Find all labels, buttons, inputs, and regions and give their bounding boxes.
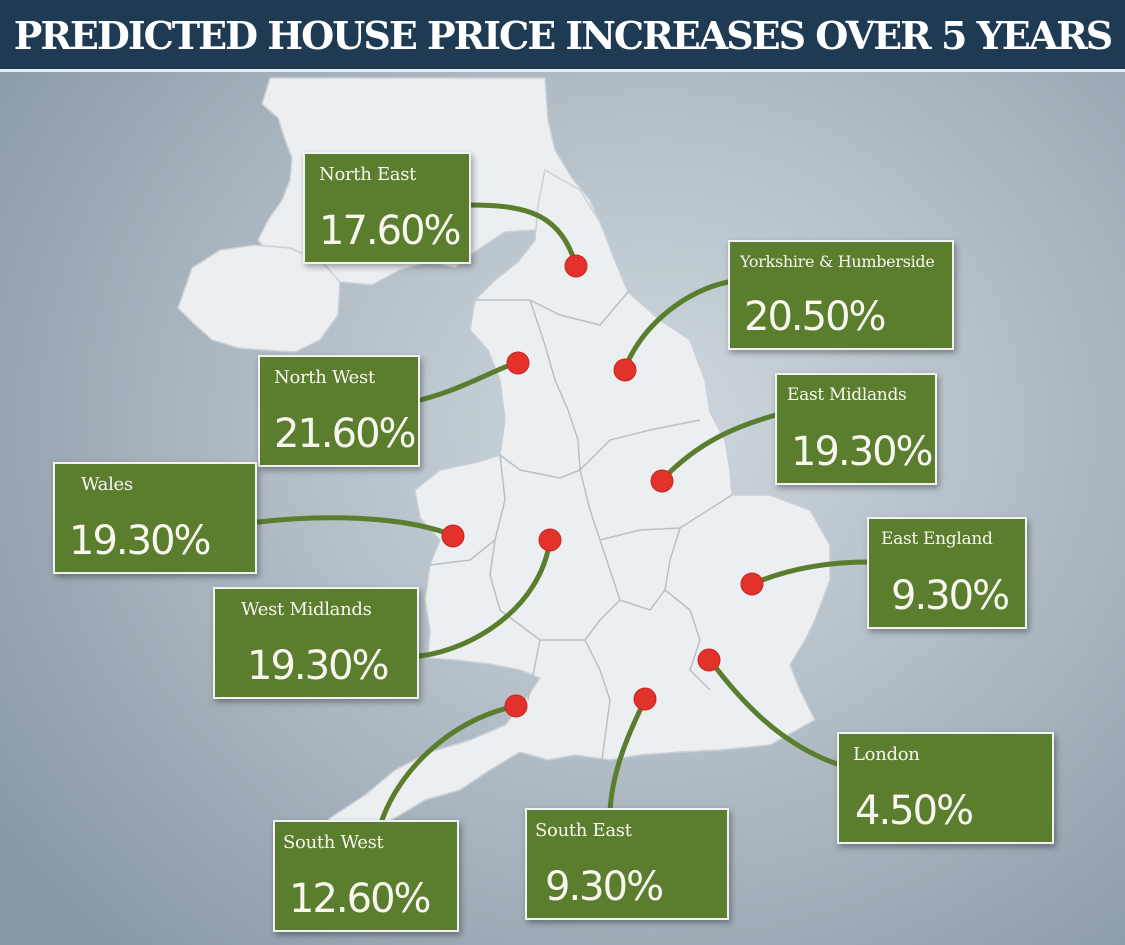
marker-west-midlands bbox=[538, 528, 562, 552]
region-box-north-east: North East 17.60% bbox=[303, 152, 471, 264]
region-markers bbox=[441, 254, 764, 718]
marker-south-west bbox=[504, 694, 528, 718]
northern-ireland-landmass bbox=[177, 244, 341, 353]
region-name: London bbox=[853, 744, 920, 765]
region-box-wales: Wales 19.30% bbox=[53, 462, 257, 574]
region-box-north-west: North West 21.60% bbox=[258, 355, 420, 467]
marker-north-east bbox=[564, 254, 588, 278]
connector-south-west bbox=[379, 703, 519, 823]
region-name: North West bbox=[274, 367, 375, 388]
region-name: East Midlands bbox=[787, 385, 907, 405]
marker-yorkshire-humberside bbox=[613, 358, 637, 382]
marker-east-england bbox=[740, 572, 764, 596]
region-box-west-midlands: West Midlands 19.30% bbox=[213, 587, 419, 699]
connector-wales bbox=[255, 515, 455, 538]
connector-yorkshire bbox=[622, 279, 731, 371]
region-name: South East bbox=[535, 820, 632, 841]
marker-wales bbox=[441, 524, 465, 548]
region-name: South West bbox=[283, 832, 384, 853]
region-name: West Midlands bbox=[241, 599, 372, 620]
region-value: 19.30% bbox=[69, 518, 212, 564]
region-box-east-midlands: East Midlands 19.30% bbox=[775, 373, 937, 485]
marker-north-west bbox=[506, 351, 530, 375]
region-box-south-west: South West 12.60% bbox=[273, 820, 459, 932]
connector-west-midlands bbox=[417, 537, 553, 659]
title-bar: PREDICTED HOUSE PRICE INCREASES OVER 5 Y… bbox=[0, 0, 1125, 72]
region-box-yorkshire-humberside: Yorkshire & Humberside 20.50% bbox=[728, 240, 954, 350]
connector-north-east bbox=[467, 202, 579, 268]
region-name: East England bbox=[881, 529, 993, 549]
region-value: 20.50% bbox=[744, 294, 887, 340]
region-value: 17.60% bbox=[319, 208, 462, 254]
connector-london bbox=[707, 657, 843, 768]
region-borders bbox=[429, 291, 733, 761]
connector-east-midlands bbox=[659, 412, 779, 483]
region-value: 21.60% bbox=[274, 411, 417, 457]
connector-south-east bbox=[607, 697, 648, 815]
marker-south-east bbox=[633, 687, 657, 711]
region-value: 9.30% bbox=[545, 864, 664, 910]
connector-east-england bbox=[749, 559, 871, 587]
marker-london bbox=[697, 648, 721, 672]
region-box-east-england: East England 9.30% bbox=[867, 517, 1027, 629]
region-name: Yorkshire & Humberside bbox=[740, 252, 935, 271]
region-box-south-east: South East 9.30% bbox=[525, 808, 729, 920]
region-box-london: London 4.50% bbox=[837, 732, 1054, 844]
region-value: 19.30% bbox=[791, 429, 934, 475]
region-value: 4.50% bbox=[855, 788, 974, 834]
marker-east-midlands bbox=[650, 469, 674, 493]
region-value: 12.60% bbox=[289, 876, 432, 922]
page-title: PREDICTED HOUSE PRICE INCREASES OVER 5 Y… bbox=[13, 13, 1113, 58]
region-value: 9.30% bbox=[891, 573, 1010, 619]
region-name: Wales bbox=[81, 474, 133, 495]
connector-lines bbox=[255, 202, 871, 823]
region-value: 19.30% bbox=[247, 643, 390, 689]
region-name: North East bbox=[319, 164, 417, 185]
